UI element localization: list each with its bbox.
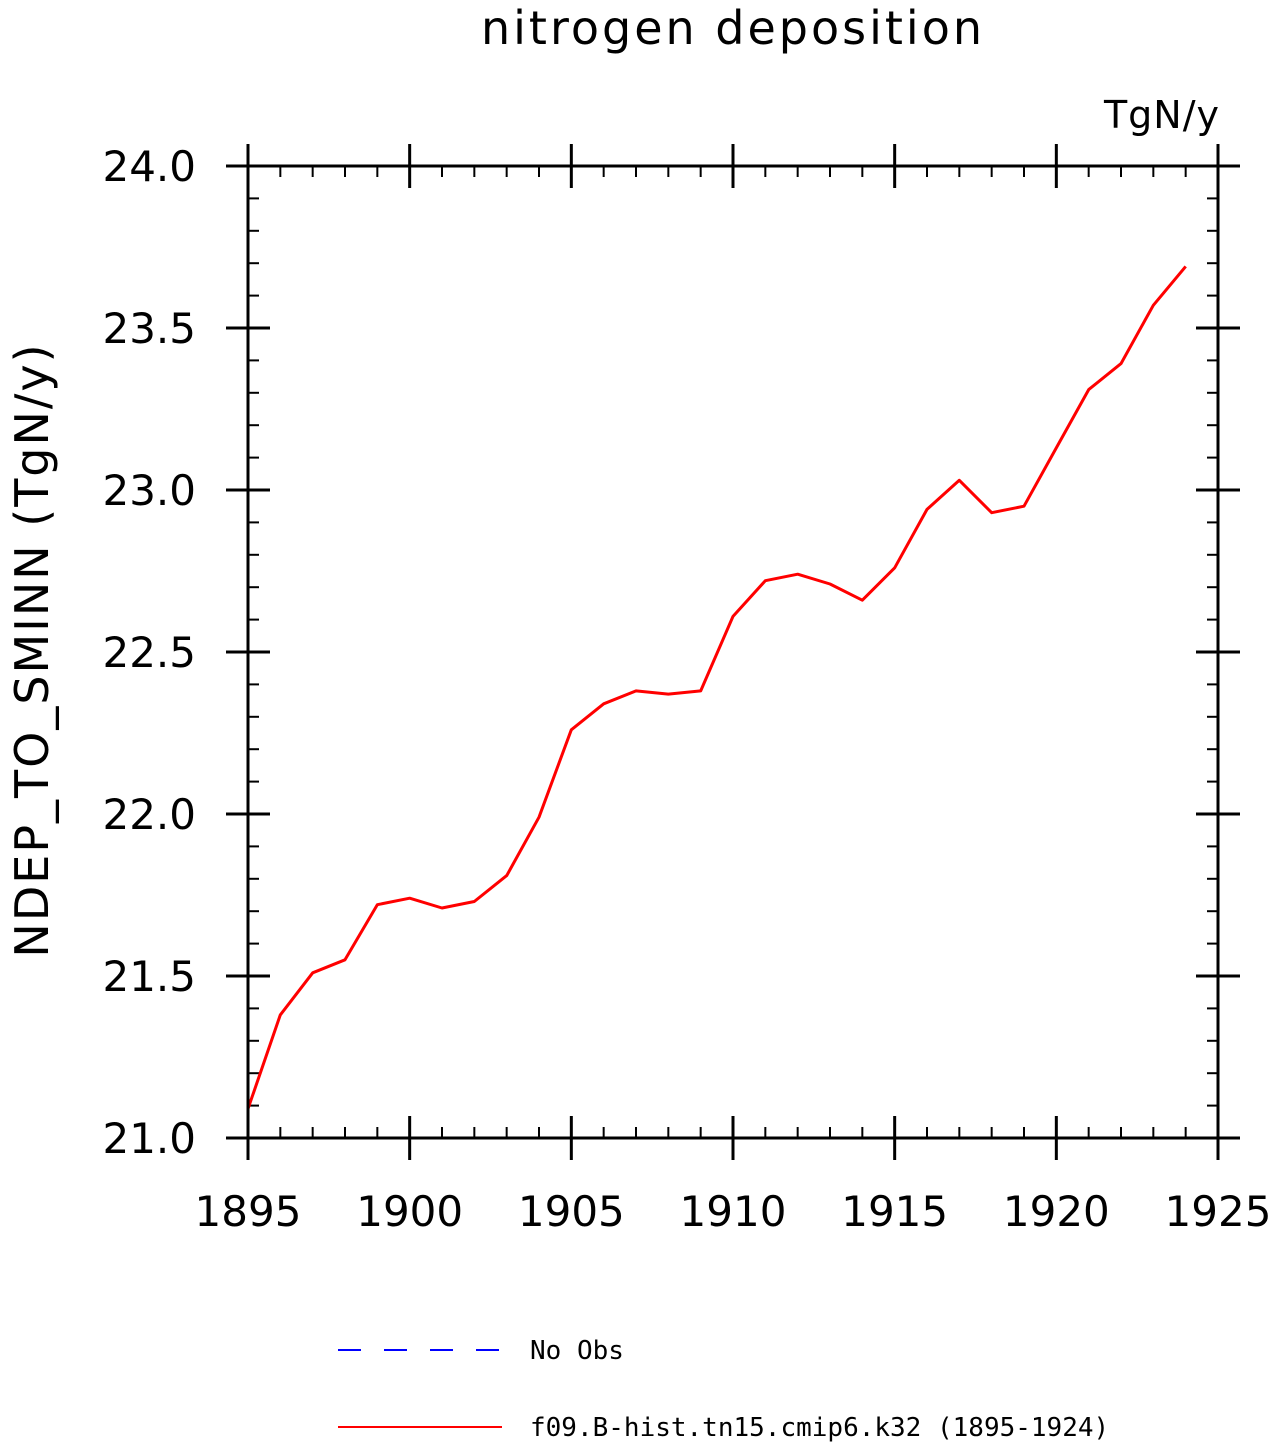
y-tick-label: 22.0 bbox=[102, 790, 196, 839]
series-line bbox=[246, 265, 1187, 1110]
plot-frame bbox=[246, 164, 1220, 1140]
minor-ticks bbox=[248, 166, 1218, 1138]
units-label: TgN/y bbox=[1103, 93, 1220, 137]
x-tick-labels: 1895 1900 1905 1910 1915 1920 1925 bbox=[195, 1187, 1272, 1236]
x-tick-label: 1895 bbox=[195, 1187, 302, 1236]
y-tick-label: 24.0 bbox=[102, 142, 196, 191]
y-tick-label: 23.0 bbox=[102, 466, 196, 515]
legend-label-model: f09.B-hist.tn15.cmip6.k32 (1895-1924) bbox=[530, 1413, 1109, 1443]
x-tick-label: 1925 bbox=[1165, 1187, 1272, 1236]
y-tick-label: 22.5 bbox=[102, 628, 196, 677]
major-ticks bbox=[226, 144, 1240, 1160]
y-tick-label: 21.0 bbox=[102, 1114, 196, 1163]
x-tick-label: 1910 bbox=[680, 1187, 787, 1236]
legend: No Obs f09.B-hist.tn15.cmip6.k32 (1895-1… bbox=[338, 1336, 1109, 1443]
chart-title: nitrogen deposition bbox=[481, 1, 985, 55]
legend-label-no-obs: No Obs bbox=[530, 1336, 624, 1366]
y-axis-title: NDEP_TO_SMINN (TgN/y) bbox=[5, 342, 59, 957]
series-layer bbox=[246, 265, 1187, 1110]
x-tick-label: 1905 bbox=[518, 1187, 625, 1236]
y-tick-label: 23.5 bbox=[102, 304, 196, 353]
y-tick-label: 21.5 bbox=[102, 952, 196, 1001]
x-tick-label: 1900 bbox=[356, 1187, 463, 1236]
y-tick-labels: 21.0 21.5 22.0 22.5 23.0 23.5 24.0 bbox=[102, 142, 196, 1163]
x-tick-label: 1915 bbox=[841, 1187, 948, 1236]
x-tick-label: 1920 bbox=[1003, 1187, 1110, 1236]
